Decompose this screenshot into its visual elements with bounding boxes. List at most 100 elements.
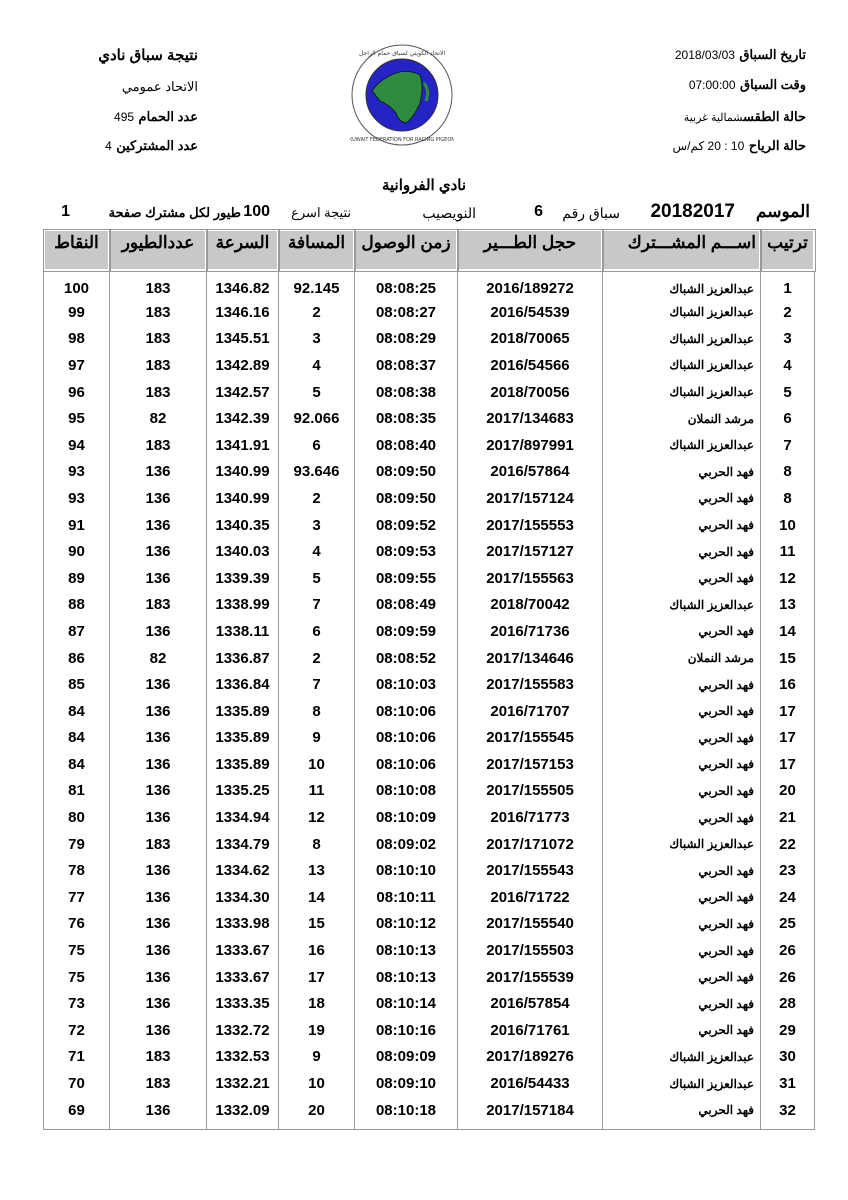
speed-cell: 1332.21 <box>206 1070 279 1097</box>
arrival-cell: 08:10:13 <box>354 963 458 991</box>
col-rank: ترتيب <box>759 228 816 272</box>
birds-cell: 136 <box>109 485 207 512</box>
speed-cell: 1342.89 <box>206 352 279 379</box>
speed-cell: 1340.99 <box>206 485 279 512</box>
distance-cell: 92.066 <box>278 405 355 432</box>
points-cell: 75 <box>43 937 110 964</box>
participant-cell: مرشد النملان <box>602 405 761 432</box>
participant-cell: عبدالعزيز الشباك <box>602 1070 761 1097</box>
arrival-cell: 08:10:13 <box>354 937 458 964</box>
distance-cell: 9 <box>278 1043 355 1071</box>
birds-cell: 136 <box>109 458 207 486</box>
birds-cell: 183 <box>109 325 207 353</box>
birds-cell: 183 <box>109 378 207 406</box>
distance-cell: 20 <box>278 1096 355 1131</box>
birds-cell: 136 <box>109 963 207 991</box>
rank-cell: 17 <box>760 751 815 778</box>
points-cell: 99 <box>43 299 110 326</box>
rank-cell: 32 <box>760 1096 815 1131</box>
table-row: 29 فهد الحربي 2016/71761 08:10:16 19 1332.72 1… <box>43 1017 815 1044</box>
arrival-cell: 08:08:29 <box>354 325 458 353</box>
table-row: 6 مرشد النملان 2017/134683 08:08:35 92.066 13… <box>43 405 815 432</box>
rank-cell: 24 <box>760 884 815 911</box>
speed-cell: 1340.99 <box>206 458 279 486</box>
col-distance: المسافة <box>277 228 356 272</box>
wind-label: حالة الرياح <box>748 138 806 153</box>
speed-cell: 1342.57 <box>206 378 279 406</box>
birds-cell: 136 <box>109 884 207 911</box>
ring-cell: 2017/171072 <box>457 830 603 858</box>
club-title: نادي الفروانية <box>381 177 467 194</box>
table-row: 8 فهد الحربي 2016/57864 08:09:50 93.646 1340.… <box>43 458 815 486</box>
table-row: 5 عبدالعزيز الشباك 2018/70056 08:08:38 5 1342… <box>43 378 815 406</box>
speed-cell: 1333.67 <box>206 937 279 964</box>
speed-cell: 1334.62 <box>206 857 279 885</box>
season-value: 20182017 <box>650 201 735 222</box>
points-cell: 90 <box>43 538 110 565</box>
rank-cell: 28 <box>760 990 815 1018</box>
federation-label: الاتحاد عمومي <box>121 79 198 94</box>
rank-cell: 15 <box>760 644 815 672</box>
arrival-cell: 08:10:08 <box>354 777 458 805</box>
ring-cell: 2017/155505 <box>457 777 603 805</box>
table-row: 7 عبدالعزيز الشباك 2017/897991 08:08:40 6 134… <box>43 431 815 459</box>
ring-cell: 2017/134646 <box>457 644 603 672</box>
ring-cell: 2017/157127 <box>457 538 603 565</box>
points-cell: 78 <box>43 857 110 885</box>
table-row: 10 فهد الحربي 2017/155553 08:09:52 3 1340.35 1… <box>43 511 815 539</box>
race-location: النويصيب <box>422 205 476 221</box>
race-number-label: سباق رقم <box>562 205 620 221</box>
pigeons-count: عدد الحمام 495 <box>114 108 198 126</box>
arrival-cell: 08:10:06 <box>354 751 458 778</box>
table-row: 11 فهد الحربي 2017/157127 08:09:53 4 1340.03 1… <box>43 538 815 565</box>
ring-cell: 2016/54566 <box>457 352 603 379</box>
distance-cell: 16 <box>278 937 355 964</box>
distance-cell: 7 <box>278 671 355 698</box>
federation-logo: الاتحاد الكويتي لسباق حمام الزاجل KUWAIT… <box>350 44 454 146</box>
table-row: 28 فهد الحربي 2016/57854 08:10:14 18 1333.35 1… <box>43 990 815 1018</box>
rank-cell: 21 <box>760 804 815 831</box>
points-cell: 91 <box>43 511 110 539</box>
rank-cell: 23 <box>760 857 815 885</box>
race-time: وقت السباق 07:00:00 <box>689 76 806 94</box>
participant-cell: فهد الحربي <box>602 485 761 512</box>
rank-cell: 25 <box>760 910 815 938</box>
birds-cell: 136 <box>109 697 207 725</box>
rank-cell: 10 <box>760 511 815 539</box>
table-row: 22 عبدالعزيز الشباك 2017/171072 08:09:02 8 13… <box>43 830 815 858</box>
speed-cell: 1346.82 <box>206 270 279 299</box>
rank-cell: 16 <box>760 671 815 698</box>
birds-cell: 136 <box>109 538 207 565</box>
ring-cell: 2017/157184 <box>457 1096 603 1131</box>
rank-cell: 4 <box>760 352 815 379</box>
birds-cell: 136 <box>109 1017 207 1044</box>
participant-cell: فهد الحربي <box>602 884 761 911</box>
participants-value: 4 <box>105 139 112 153</box>
birds-cell: 136 <box>109 777 207 805</box>
ring-cell: 2016/54433 <box>457 1070 603 1097</box>
ring-cell: 2016/189272 <box>457 270 603 299</box>
table-row: 13 عبدالعزيز الشباك 2018/70042 08:08:49 7 133… <box>43 591 815 619</box>
speed-cell: 1341.91 <box>206 431 279 459</box>
speed-cell: 1332.53 <box>206 1043 279 1071</box>
rank-cell: 5 <box>760 378 815 406</box>
distance-cell: 19 <box>278 1017 355 1044</box>
table-row: 17 فهد الحربي 2017/155545 08:10:06 9 1335.89 1… <box>43 724 815 752</box>
table-row: 16 فهد الحربي 2017/155583 08:10:03 7 1336.84 1… <box>43 671 815 698</box>
birds-cell: 136 <box>109 990 207 1018</box>
table-row: 15 مرشد النملان 2017/134646 08:08:52 2 1336.8… <box>43 644 815 672</box>
birds-cell: 136 <box>109 804 207 831</box>
rank-cell: 7 <box>760 431 815 459</box>
participant-cell: فهد الحربي <box>602 697 761 725</box>
points-cell: 71 <box>43 1043 110 1071</box>
distance-cell: 17 <box>278 963 355 991</box>
points-cell: 87 <box>43 618 110 645</box>
weather-label: حالة الطقس <box>743 109 806 124</box>
participant-cell: عبدالعزيز الشباك <box>602 378 761 406</box>
speed-cell: 1339.39 <box>206 564 279 592</box>
col-speed: السرعة <box>205 228 280 272</box>
speed-cell: 1332.72 <box>206 1017 279 1044</box>
distance-cell: 5 <box>278 378 355 406</box>
points-cell: 100 <box>43 270 110 299</box>
ring-cell: 2016/71722 <box>457 884 603 911</box>
